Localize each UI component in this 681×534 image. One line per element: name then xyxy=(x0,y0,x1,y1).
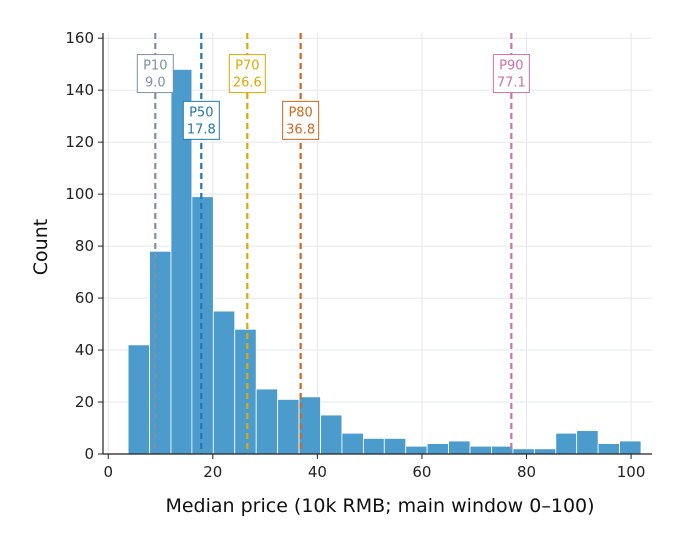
histogram-bar xyxy=(469,445,492,455)
y-tick-label: 60 xyxy=(75,289,94,307)
axes xyxy=(98,33,652,459)
percentile-box xyxy=(136,54,174,94)
histogram-bar xyxy=(255,388,279,455)
histogram-bar xyxy=(277,399,300,455)
y-tick-label: 100 xyxy=(65,185,94,203)
percentile-value: 17.8 xyxy=(187,122,216,137)
x-tick-label: 60 xyxy=(412,463,431,481)
x-axis-label: Median price (10k RMB; main window 0–100… xyxy=(165,495,594,517)
y-tick-label: 20 xyxy=(75,393,94,411)
y-tick-label: 40 xyxy=(75,341,94,359)
x-tick-label: 80 xyxy=(517,463,536,481)
x-tick-label: 40 xyxy=(308,463,327,481)
percentile-value: 36.8 xyxy=(286,122,315,137)
percentile-value: 9.0 xyxy=(145,76,166,91)
histogram-bar xyxy=(298,396,321,455)
y-axis-label: Count xyxy=(30,219,52,275)
histogram-bar xyxy=(383,438,407,455)
y-tick-label: 160 xyxy=(65,29,94,47)
percentile-name: P50 xyxy=(189,105,213,120)
histogram-bar xyxy=(362,438,385,455)
percentile-value: 26.6 xyxy=(233,76,262,91)
tick-labels: 0 20 40 60 80 100 0 20 40 60 80 100 120 140 160 xyxy=(65,29,645,481)
percentile-lines: P10 9.0 P50 17.8 P70 26.6 P80 36.8 P90 77.1 xyxy=(136,33,530,454)
histogram-bar xyxy=(576,430,599,455)
x-tick-label: 100 xyxy=(617,463,646,481)
histogram-bar xyxy=(127,344,150,455)
percentile-box xyxy=(228,54,266,94)
percentile-name: P80 xyxy=(288,105,312,120)
x-tick-label: 0 xyxy=(103,463,113,481)
histogram-bar xyxy=(491,445,514,455)
percentile-box xyxy=(282,100,320,140)
percentile-name: P70 xyxy=(235,59,259,74)
histogram-bar xyxy=(405,445,428,455)
histogram-bar xyxy=(555,432,578,455)
histogram-bar xyxy=(512,448,535,455)
y-tick-label: 140 xyxy=(65,81,94,99)
histogram-bars xyxy=(127,68,642,455)
histogram-bar xyxy=(191,196,214,455)
histogram-bar xyxy=(341,432,364,455)
histogram-bar xyxy=(320,414,343,455)
histogram-bar xyxy=(212,310,236,455)
histogram-bar xyxy=(533,448,557,455)
percentile-name: P90 xyxy=(499,59,523,74)
histogram-bar xyxy=(597,443,620,455)
y-tick-label: 80 xyxy=(75,237,94,255)
percentile-name: P10 xyxy=(143,59,167,74)
percentile-value: 77.1 xyxy=(497,76,526,91)
y-tick-label: 0 xyxy=(84,445,94,463)
histogram-bar xyxy=(234,328,257,455)
histogram-bar xyxy=(149,250,172,455)
histogram-bar xyxy=(448,440,471,455)
histogram-bar xyxy=(426,443,450,455)
percentile-box xyxy=(492,54,530,94)
y-tick-label: 120 xyxy=(65,133,94,151)
histogram-bar xyxy=(619,440,642,455)
x-tick-label: 20 xyxy=(203,463,222,481)
percentile-box xyxy=(182,100,220,140)
